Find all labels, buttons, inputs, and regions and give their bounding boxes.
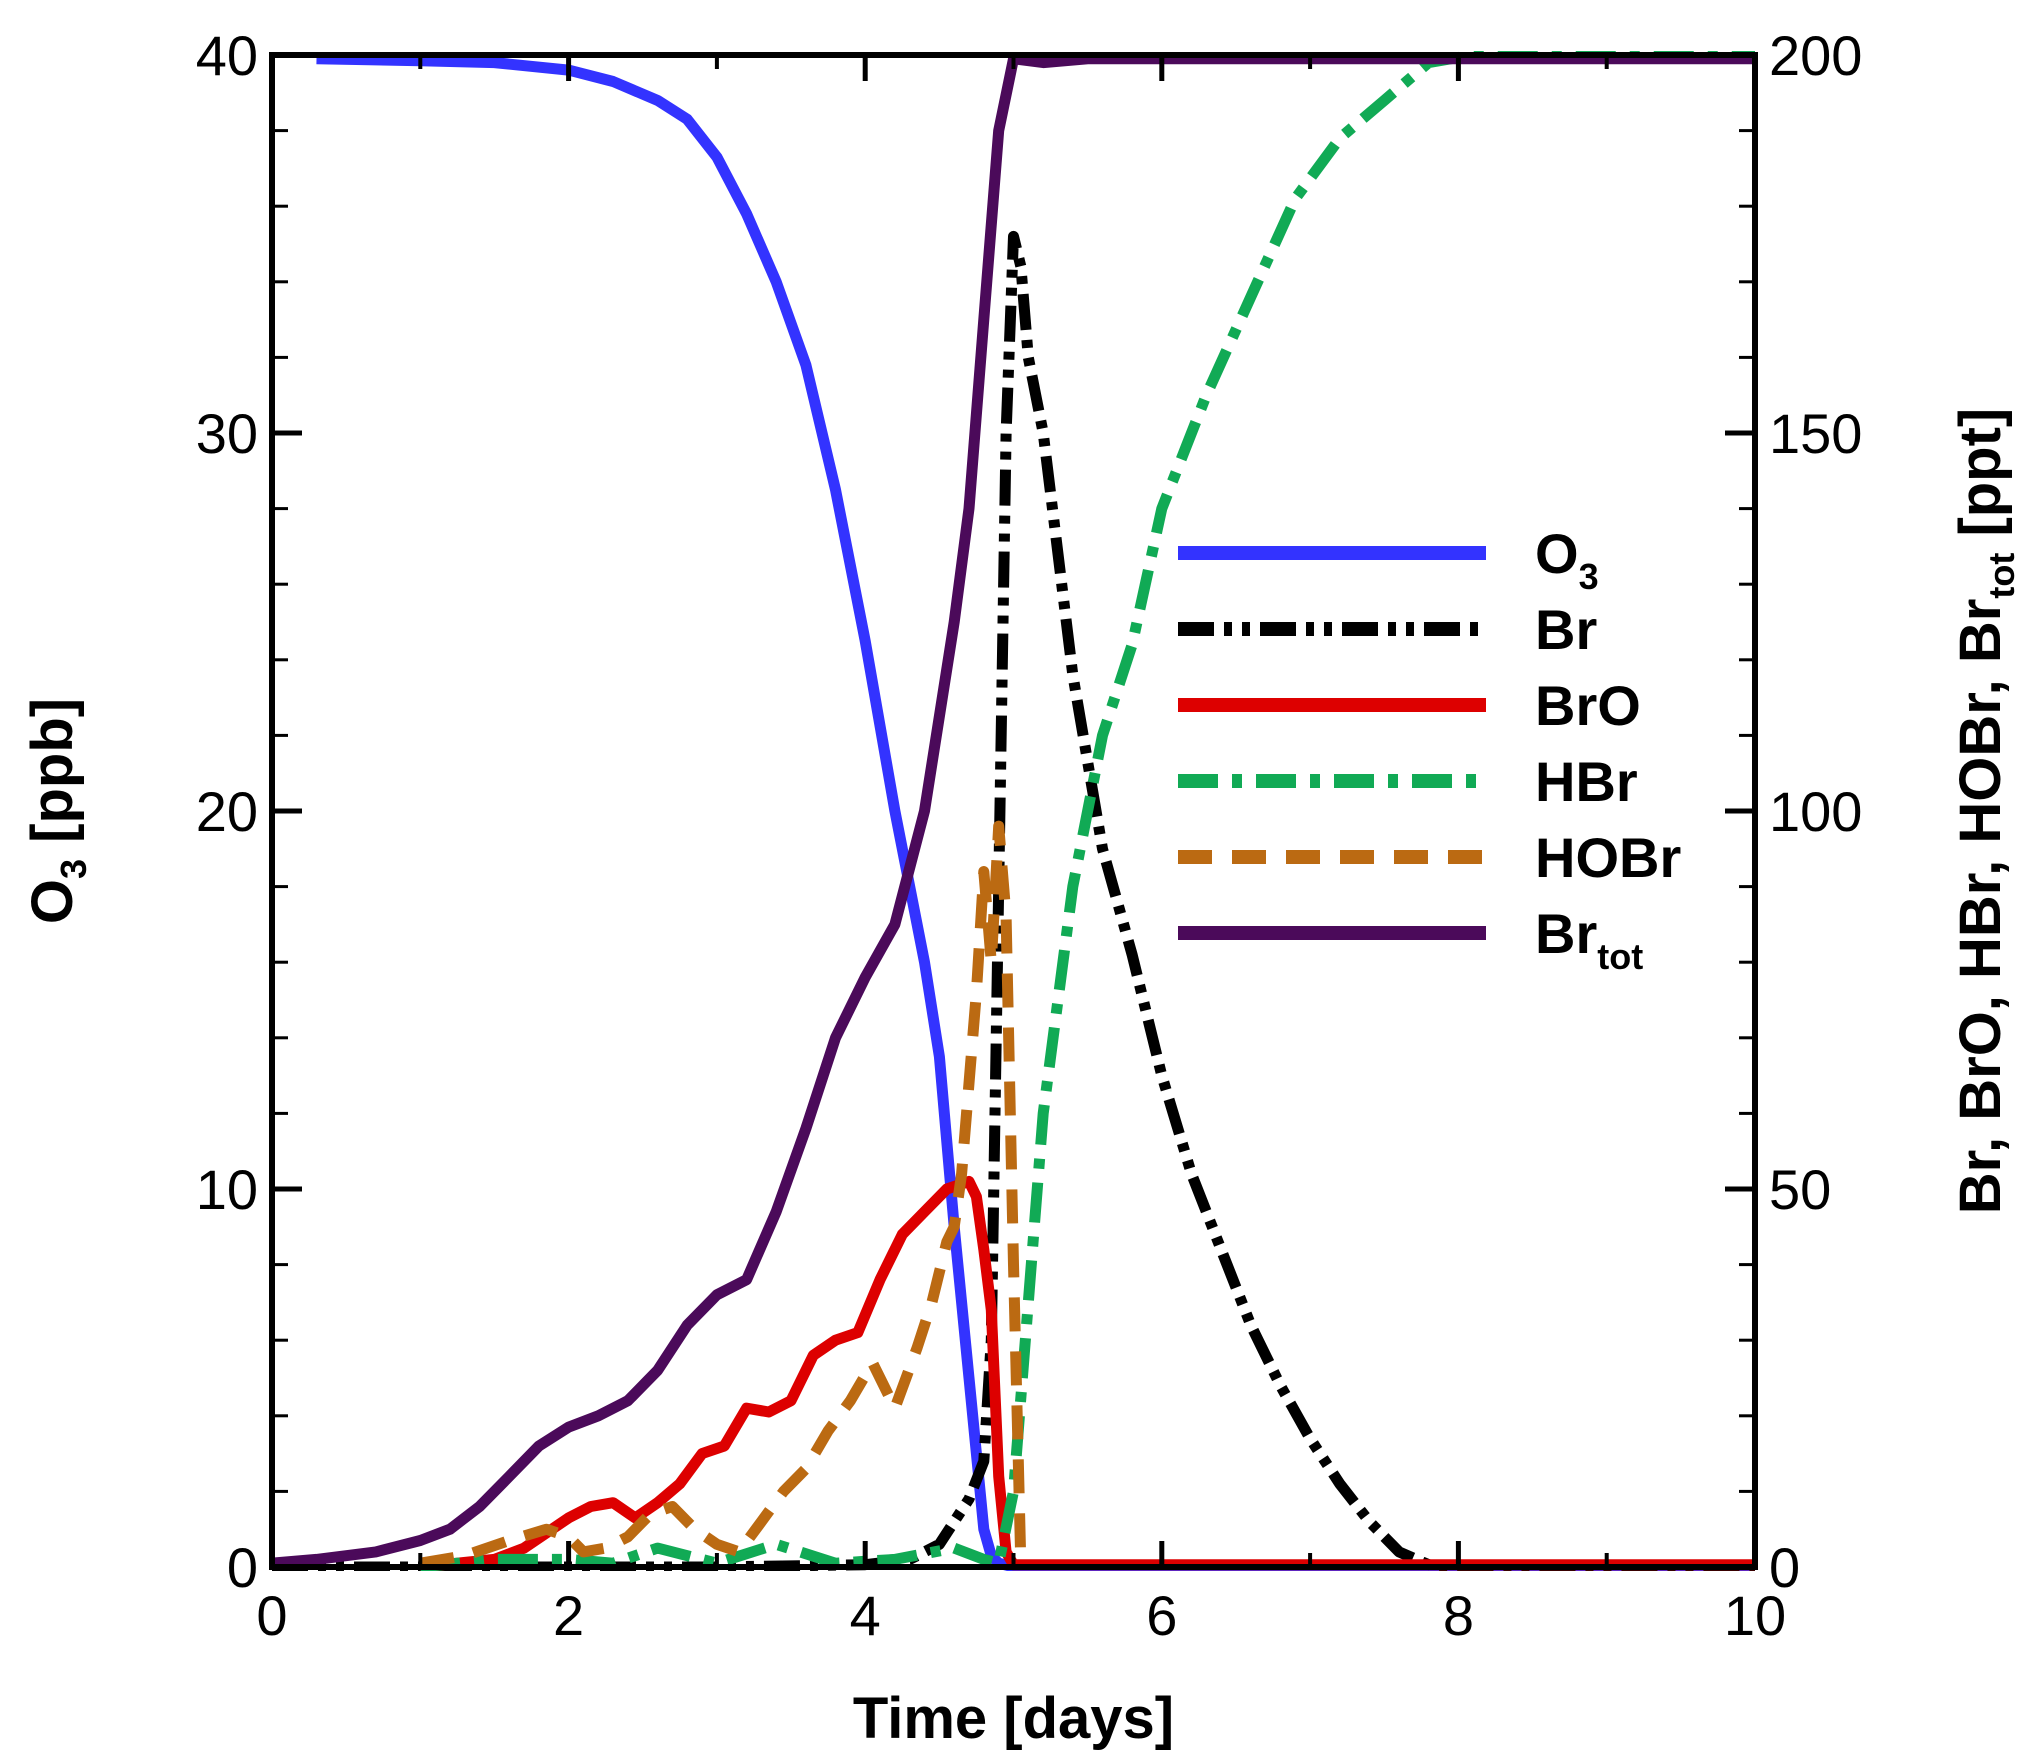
legend-label-br: Br — [1535, 598, 1597, 661]
y-left-tick-label: 20 — [196, 780, 258, 843]
x-tick-label: 6 — [1146, 1584, 1177, 1647]
series-line-hbr — [419, 51, 1755, 1571]
y-left-axis-title: O3 [ppb] — [20, 698, 94, 924]
y-left-tick-label: 40 — [196, 24, 258, 87]
y-left-axis-title-group: O3 [ppb] — [20, 698, 94, 924]
axes-layer — [269, 52, 1758, 1570]
series-layer — [272, 51, 1755, 1571]
y-left-tick-label: 0 — [227, 1536, 258, 1599]
y-right-axis-title-group: Br, BrO, HBr, HOBr, Brtot [ppt] — [1948, 408, 2022, 1215]
series-line-hobr — [419, 820, 1027, 1569]
y-right-tick-label: 0 — [1769, 1536, 1800, 1599]
x-tick-label: 0 — [256, 1584, 287, 1647]
series-line-bro — [419, 1175, 1755, 1571]
y-right-tick-label: 100 — [1769, 780, 1862, 843]
y-right-axis-title: Br, BrO, HBr, HOBr, Brtot [ppt] — [1948, 408, 2022, 1215]
x-tick-label: 2 — [553, 1584, 584, 1647]
y-left-tick-label: 30 — [196, 402, 258, 465]
y-right-tick-label: 150 — [1769, 402, 1862, 465]
x-tick-label: 8 — [1443, 1584, 1474, 1647]
series-line-o3 — [316, 53, 1755, 1571]
legend-label-brtot: Brtot — [1535, 902, 1643, 977]
y-right-tick-label: 50 — [1769, 1158, 1831, 1221]
x-tick-label: 4 — [850, 1584, 881, 1647]
legend-label-hbr: HBr — [1535, 750, 1638, 813]
legend-label-hobr: HOBr — [1535, 826, 1681, 889]
x-tick-label: 10 — [1724, 1584, 1786, 1647]
y-left-tick-label: 10 — [196, 1158, 258, 1221]
y-right-tick-label: 200 — [1769, 24, 1862, 87]
legend-label-bro: BrO — [1535, 674, 1641, 737]
x-axis-title: Time [days] — [853, 1686, 1174, 1751]
series-line-brtot — [272, 53, 1755, 1569]
plot-frame — [269, 52, 1758, 1570]
legend-label-o3: O3 — [1535, 522, 1599, 597]
